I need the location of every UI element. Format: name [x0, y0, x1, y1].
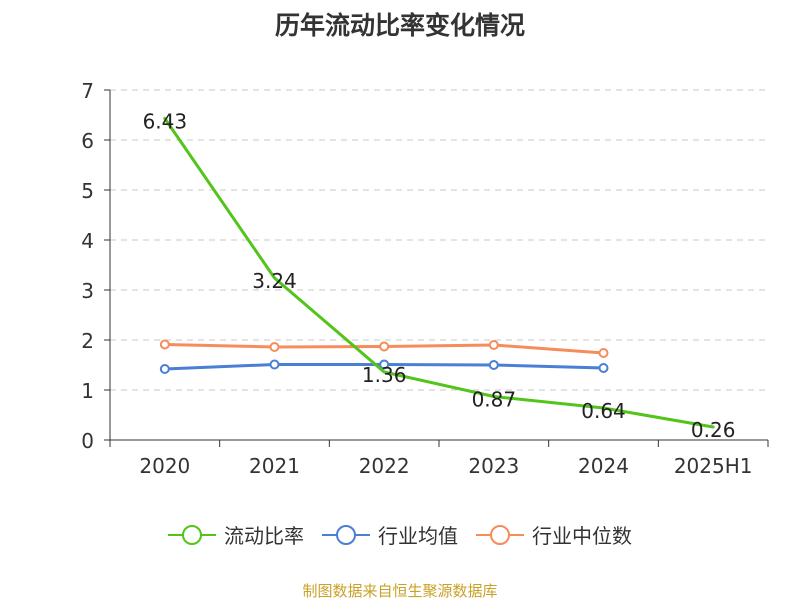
x-tick-label: 2025H1	[674, 454, 753, 478]
data-point	[598, 363, 609, 373]
data-label: 0.64	[581, 399, 626, 423]
x-tick-label: 2020	[139, 454, 190, 478]
legend-label-industry-mean: 行业均值	[378, 524, 458, 548]
data-label: 3.24	[252, 269, 297, 293]
x-tick-label: 2024	[578, 454, 629, 478]
legend-swatch-industry-median	[476, 524, 524, 545]
data-point	[269, 359, 280, 370]
legend-item-current-ratio[interactable]: 流动比率	[168, 520, 304, 549]
y-tick-label: 2	[81, 329, 94, 353]
data-point	[159, 339, 170, 350]
legend-item-industry-mean[interactable]: 行业均值	[322, 520, 458, 549]
data-point	[159, 364, 170, 374]
legend-label-industry-median: 行业中位数	[532, 524, 632, 548]
source-note: 制图数据来自恒生聚源数据库	[302, 582, 498, 600]
series-line	[163, 117, 715, 429]
y-tick-label: 5	[81, 179, 94, 203]
y-tick-label: 4	[81, 229, 94, 253]
data-label: 1.36	[362, 363, 407, 387]
y-tick-label: 3	[81, 279, 94, 303]
legend-swatch-current-ratio	[168, 524, 216, 545]
data-point	[379, 359, 390, 370]
data-label: 0.26	[691, 418, 736, 442]
x-tick-label: 2021	[249, 454, 300, 478]
legend: 流动比率 行业均值 行业中位数	[0, 520, 800, 549]
data-point	[488, 360, 499, 370]
x-tick-label: 2022	[359, 454, 410, 478]
y-tick-label: 6	[81, 129, 94, 153]
data-label: 0.87	[472, 388, 517, 412]
data-point	[379, 341, 390, 352]
data-point	[598, 348, 609, 358]
x-tick-label: 2023	[468, 454, 519, 478]
data-point	[269, 342, 280, 352]
legend-label-current-ratio: 流动比率	[224, 524, 304, 548]
chart-title: 历年流动比率变化情况	[274, 11, 525, 40]
y-tick-label: 0	[81, 429, 94, 453]
data-label: 6.43	[143, 110, 188, 134]
legend-item-industry-median[interactable]: 行业中位数	[476, 520, 632, 549]
y-tick-label: 1	[81, 379, 94, 403]
y-tick-label: 7	[81, 79, 94, 103]
legend-swatch-industry-mean	[322, 524, 370, 545]
data-point	[488, 340, 499, 350]
